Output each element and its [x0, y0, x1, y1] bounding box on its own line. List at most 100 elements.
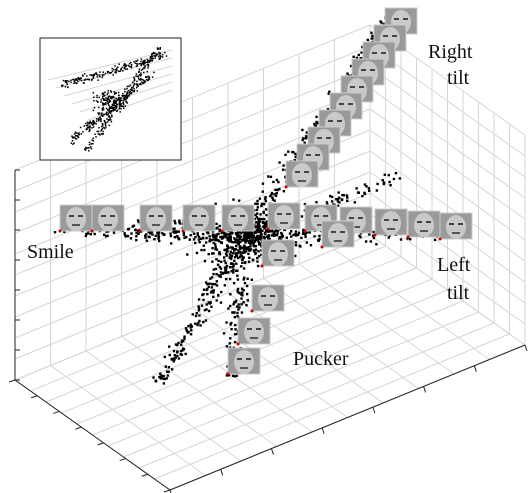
point	[182, 340, 184, 342]
point	[99, 71, 101, 73]
point	[204, 309, 206, 311]
tick	[98, 443, 104, 445]
point	[176, 235, 178, 237]
point	[106, 94, 108, 96]
face	[381, 211, 401, 235]
face	[328, 120, 333, 122]
point	[358, 54, 360, 56]
face	[370, 69, 375, 71]
point	[118, 63, 120, 65]
point	[211, 260, 213, 262]
point	[230, 235, 232, 237]
point	[295, 233, 297, 235]
point	[128, 65, 130, 67]
point	[292, 151, 294, 153]
point	[148, 76, 150, 78]
label: Right	[428, 41, 473, 63]
point	[86, 125, 88, 127]
point	[158, 48, 160, 50]
point	[235, 263, 237, 265]
point	[256, 209, 258, 211]
point	[225, 262, 227, 264]
point	[72, 140, 74, 142]
point	[387, 174, 389, 176]
point	[121, 103, 123, 105]
face	[261, 295, 266, 297]
point	[185, 327, 187, 329]
point	[220, 261, 222, 263]
point	[107, 103, 109, 105]
point	[126, 91, 128, 93]
point	[198, 307, 200, 309]
point	[168, 366, 170, 368]
point	[152, 76, 154, 78]
point	[102, 104, 104, 106]
point	[193, 233, 195, 235]
point	[215, 239, 217, 241]
face	[452, 232, 460, 234]
tick	[164, 490, 170, 492]
point	[359, 236, 361, 238]
point	[140, 74, 142, 76]
face	[323, 215, 328, 217]
point	[257, 237, 259, 239]
point	[111, 121, 113, 123]
point	[102, 125, 104, 127]
point	[373, 237, 375, 239]
point	[94, 134, 96, 136]
face	[195, 224, 203, 226]
point	[267, 234, 269, 236]
point	[105, 97, 107, 99]
face	[149, 215, 154, 217]
face	[280, 222, 288, 224]
point	[95, 136, 97, 138]
point	[257, 250, 259, 252]
point	[135, 239, 137, 241]
point	[171, 368, 173, 370]
face	[326, 137, 331, 139]
point	[89, 142, 91, 144]
point	[129, 63, 131, 65]
point	[108, 111, 110, 113]
point	[245, 233, 247, 235]
point	[219, 225, 221, 227]
point	[254, 203, 256, 205]
point	[251, 279, 253, 281]
point	[127, 86, 129, 88]
point	[93, 76, 95, 78]
point	[229, 337, 231, 339]
point	[234, 316, 236, 318]
point	[224, 270, 226, 272]
point	[84, 125, 86, 127]
point	[217, 264, 219, 266]
point	[106, 108, 108, 110]
point	[98, 131, 100, 133]
point	[148, 60, 150, 62]
point	[146, 79, 148, 81]
point	[202, 233, 204, 235]
point	[102, 123, 104, 125]
point	[113, 103, 115, 105]
point	[123, 232, 125, 234]
point	[91, 143, 93, 145]
point	[292, 234, 294, 236]
point	[190, 329, 192, 331]
point	[111, 96, 113, 98]
point	[93, 233, 95, 235]
point	[220, 271, 222, 273]
point	[105, 123, 107, 125]
point	[106, 112, 108, 114]
point	[271, 192, 273, 194]
point	[93, 92, 95, 94]
point	[133, 77, 135, 79]
point	[255, 238, 257, 240]
point	[255, 231, 257, 233]
point	[127, 235, 129, 237]
point	[198, 309, 200, 311]
marker	[321, 246, 324, 249]
point	[367, 39, 369, 41]
point	[198, 314, 200, 316]
face	[277, 213, 282, 215]
point	[123, 107, 125, 109]
point	[230, 328, 232, 330]
